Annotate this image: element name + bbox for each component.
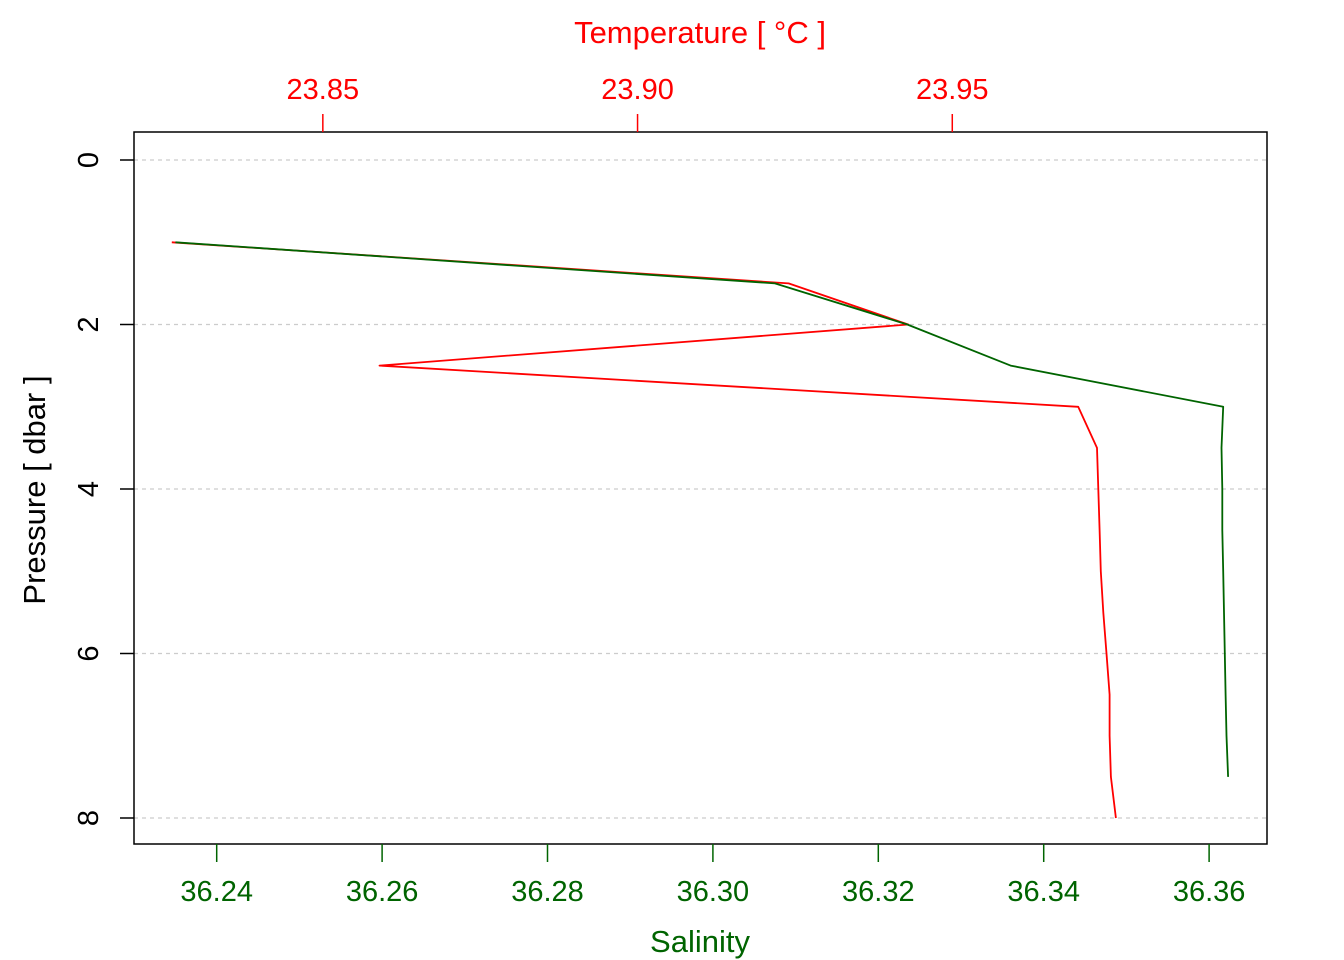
salinity-tick-label-5: 36.34 [1007, 876, 1080, 908]
pressure-tick-label-2: 4 [73, 481, 105, 497]
pressure-tick-label-0: 0 [73, 152, 105, 168]
pressure-tick-label-4: 8 [73, 810, 105, 826]
salinity-tick-label-6: 36.36 [1173, 876, 1246, 908]
temperature-tick-label-2: 23.95 [916, 74, 989, 106]
salinity-tick-label-3: 36.30 [677, 876, 750, 908]
salinity-tick-label-0: 36.24 [180, 876, 253, 908]
grid-lines [134, 159, 1267, 819]
temperature-tick-label-1: 23.90 [601, 74, 674, 106]
temperature-line [171, 241, 1117, 819]
pressure-tick-label-3: 6 [73, 645, 105, 661]
pressure-tick-label-1: 2 [73, 316, 105, 332]
temperature-axis-label: Temperature [ °C ] [574, 15, 826, 50]
pressure-axis-label: Pressure [ dbar ] [17, 375, 52, 604]
plot-frame [133, 131, 1268, 845]
salinity-axis-label: Salinity [650, 924, 750, 959]
series-layer [171, 241, 1229, 819]
temperature-tick-label-0: 23.85 [287, 74, 360, 106]
salinity-tick-label-4: 36.32 [842, 876, 915, 908]
salinity-tick-label-2: 36.28 [511, 876, 584, 908]
axis-layer: 0 2 4 6 8 23.85 23.90 23.95 36.24 36.26 36.28 36.30… [73, 74, 1245, 908]
salinity-tick-label-1: 36.26 [346, 876, 419, 908]
salinity-line [175, 241, 1229, 777]
